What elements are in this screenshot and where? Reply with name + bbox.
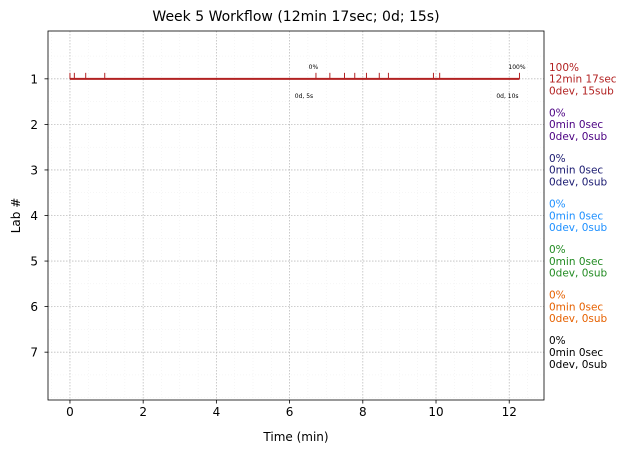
side-label-line: 0dev, 0sub <box>549 131 608 143</box>
side-label-line: 0% <box>549 244 566 256</box>
side-label-line: 0% <box>549 335 566 347</box>
side-label-line: 0% <box>549 153 566 165</box>
annotation-bottom: 0d, 10s <box>496 93 518 100</box>
y-tick-label: 2 <box>30 118 38 132</box>
side-label-line: 0% <box>549 107 566 119</box>
x-tick-label: 0 <box>66 405 74 419</box>
side-label-line: 0min 0sec <box>549 119 603 131</box>
side-label-line: 0min 0sec <box>549 256 603 268</box>
minor-grid <box>48 31 544 400</box>
annotation-bottom: 0d, 5s <box>295 93 313 100</box>
series-layer: 0% 0d, 5s 100% 0d, 10s <box>69 64 526 100</box>
x-axis-label: Time (min) <box>262 430 328 444</box>
side-label-line: 0dev, 0sub <box>549 177 608 189</box>
y-tick-label: 7 <box>30 346 38 360</box>
x-tick-label: 10 <box>428 405 443 419</box>
side-label-line: 0min 0sec <box>549 210 603 222</box>
y-axis-label: Lab # <box>9 198 23 234</box>
side-label-line: 0dev, 0sub <box>549 268 608 280</box>
side-label-line: 100% <box>549 62 579 74</box>
major-grid <box>48 31 544 400</box>
y-tick-label: 5 <box>30 255 38 269</box>
side-label-line: 0dev, 0sub <box>549 359 608 371</box>
side-label-line: 0% <box>549 290 566 302</box>
x-tick-label: 12 <box>502 405 517 419</box>
side-label-line: 0min 0sec <box>549 301 603 313</box>
y-tick-label: 4 <box>30 209 38 223</box>
x-tick-label: 6 <box>286 405 294 419</box>
y-tick-label: 6 <box>30 300 38 314</box>
side-label-line: 0% <box>549 199 566 211</box>
side-label-line: 0dev, 15sub <box>549 85 614 97</box>
side-label-line: 0min 0sec <box>549 347 603 359</box>
side-label-line: 0dev, 0sub <box>549 313 608 325</box>
annotation-top: 0% <box>309 64 319 71</box>
x-tick-label: 4 <box>213 405 221 419</box>
chart-title: Week 5 Workflow (12min 17sec; 0d; 15s) <box>152 9 439 25</box>
x-tick-label: 8 <box>359 405 367 419</box>
side-label-line: 0min 0sec <box>549 165 603 177</box>
plot-frame <box>47 30 545 401</box>
side-label-line: 0dev, 0sub <box>549 222 608 234</box>
x-tick-label: 2 <box>139 405 147 419</box>
y-tick-label: 1 <box>30 72 38 86</box>
side-label-line: 12min 17sec <box>549 74 617 86</box>
y-tick-label: 3 <box>30 163 38 177</box>
annotation-top: 100% <box>508 64 525 71</box>
